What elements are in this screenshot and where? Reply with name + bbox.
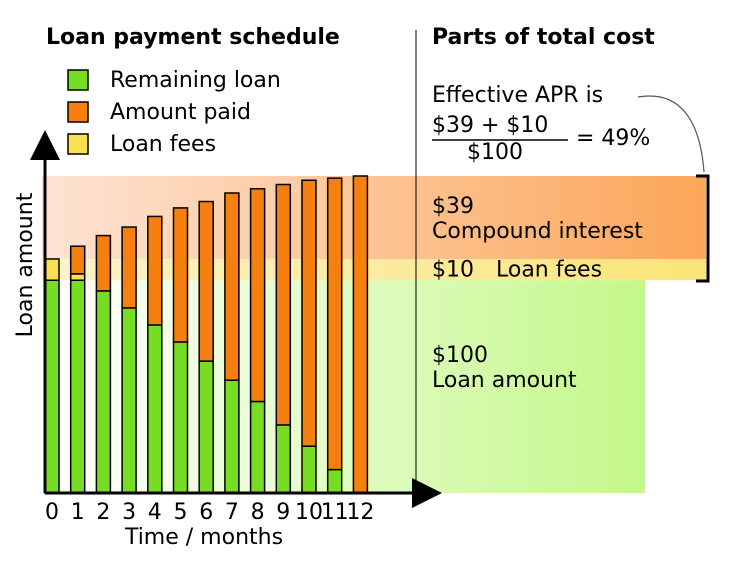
cost-name: Loan amount (432, 368, 577, 393)
bar (172, 341, 189, 494)
legend-label: Remaining loan (110, 68, 281, 93)
cost-name: Loan fees (496, 258, 602, 283)
bar (121, 226, 137, 309)
x-tick-label: 0 (45, 500, 59, 525)
bar (198, 200, 214, 362)
legend-swatch (67, 133, 89, 155)
bar (147, 215, 163, 326)
apr-denominator: $100 (467, 140, 523, 165)
bar (44, 279, 60, 494)
bar (121, 307, 137, 494)
bar (275, 424, 292, 494)
x-tick-label: 9 (276, 500, 290, 525)
legend-swatch (67, 101, 89, 123)
x-tick-label: 12 (346, 500, 374, 525)
bar (69, 245, 86, 275)
x-tick-label: 3 (122, 500, 136, 525)
x-tick-label: 10 (295, 500, 323, 525)
x-tick-label: 4 (148, 500, 162, 525)
x-tick-label: 2 (96, 500, 110, 525)
cost-label: $100 (432, 343, 488, 368)
bar (224, 192, 240, 381)
legend-swatch (67, 69, 89, 91)
cost-band (42, 176, 706, 259)
bar (326, 177, 343, 471)
apr-result: = 49% (576, 126, 650, 151)
bar (326, 468, 343, 494)
bar (172, 207, 189, 343)
cost-band (42, 258, 706, 281)
bar (69, 279, 86, 494)
bar (95, 234, 112, 292)
bar (147, 324, 163, 494)
bar (95, 290, 112, 494)
y-axis-label: Loan amount (13, 192, 38, 337)
legend-label: Loan fees (110, 132, 216, 157)
bar (301, 179, 317, 447)
bar (198, 360, 214, 494)
x-tick-label: 8 (251, 500, 265, 525)
cost-name: Compound interest (432, 219, 643, 244)
side-title: Parts of total cost (432, 25, 655, 50)
cost-label: $39 (432, 194, 474, 219)
bar (224, 379, 240, 494)
bar (249, 188, 266, 403)
apr-intro: Effective APR is (432, 83, 603, 108)
x-tick-label: 6 (199, 500, 213, 525)
bar (249, 400, 266, 494)
cost-band (42, 280, 645, 493)
x-tick-label: 1 (71, 500, 85, 525)
bar (275, 183, 292, 426)
bar (69, 273, 86, 281)
bar (44, 258, 60, 281)
cost-label: $10 (432, 258, 474, 283)
bar (301, 445, 317, 494)
bracket (696, 174, 710, 283)
x-tick-label: 7 (225, 500, 239, 525)
legend-label: Amount paid (110, 100, 251, 125)
x-axis-label: Time / months (124, 525, 283, 550)
apr-numerator: $39 + $10 (432, 113, 548, 138)
bar (352, 175, 369, 494)
x-tick-label: 11 (321, 500, 349, 525)
apr-pointer (637, 95, 705, 173)
x-tick-label: 5 (174, 500, 188, 525)
chart-title: Loan payment schedule (46, 25, 340, 50)
